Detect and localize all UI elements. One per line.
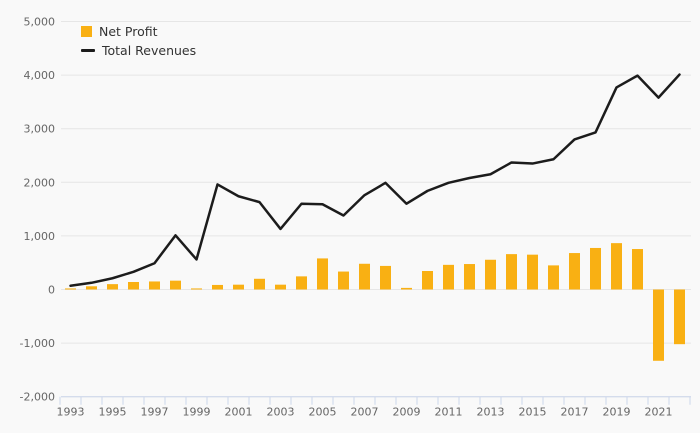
net-profit-bar[interactable] — [422, 271, 433, 290]
x-axis-labels: 1993 1995 1997 1999 2001 2003 2005 2007 2009 2011… — [57, 406, 673, 419]
x-axis-tick-label: 2005 — [309, 406, 337, 419]
net-profit-bar[interactable] — [653, 289, 664, 361]
x-axis-tick-label: 2009 — [393, 406, 421, 419]
y-axis-tick-label: 5,000 — [24, 16, 56, 29]
x-axis-tick-label: 1993 — [57, 406, 85, 419]
net-profit-bar[interactable] — [86, 286, 97, 290]
y-axis-tick-label: 4,000 — [24, 69, 56, 82]
net-profit-series — [65, 243, 685, 361]
total-revenues-line-icon — [81, 49, 95, 52]
x-axis-tick-label: 2001 — [225, 406, 253, 419]
net-profit-bar[interactable] — [191, 288, 202, 290]
x-axis-tick-label: 1999 — [183, 406, 211, 419]
net-profit-bar[interactable] — [464, 264, 475, 290]
y-axis-tick-label: 1,000 — [24, 230, 56, 243]
net-profit-bar[interactable] — [296, 276, 307, 290]
x-axis — [59, 396, 691, 405]
net-profit-bar[interactable] — [149, 281, 160, 290]
net-profit-bar[interactable] — [485, 259, 496, 290]
total-revenues-line[interactable] — [69, 73, 681, 287]
gridlines — [61, 21, 691, 398]
net-profit-bar[interactable] — [527, 254, 538, 290]
x-axis-tick-label: 1995 — [99, 406, 127, 419]
x-axis-tick-label: 2021 — [645, 406, 673, 419]
net-profit-bar[interactable] — [338, 271, 349, 290]
net-profit-bar[interactable] — [569, 253, 580, 290]
y-axis-tick-label: 0 — [48, 284, 55, 297]
net-profit-bar[interactable] — [275, 284, 286, 290]
net-profit-swatch-icon — [81, 26, 92, 37]
legend-item-net-profit[interactable]: Net Profit — [81, 24, 196, 39]
x-axis-tick-label: 2011 — [435, 406, 463, 419]
net-profit-bar[interactable] — [506, 254, 517, 290]
net-profit-bar[interactable] — [401, 287, 412, 290]
y-axis-tick-label: 3,000 — [24, 123, 56, 136]
net-profit-bar[interactable] — [674, 289, 685, 345]
net-profit-bar[interactable] — [212, 284, 223, 290]
net-profit-bar[interactable] — [107, 284, 118, 290]
net-profit-bar[interactable] — [128, 281, 139, 290]
x-axis-tick-label: 2019 — [603, 406, 631, 419]
net-profit-bar[interactable] — [611, 243, 622, 290]
net-profit-bar[interactable] — [233, 284, 244, 290]
net-profit-bar[interactable] — [359, 263, 370, 290]
net-profit-bar[interactable] — [590, 247, 601, 290]
net-profit-bar[interactable] — [380, 265, 391, 290]
net-profit-bar[interactable] — [254, 278, 265, 290]
net-profit-bar[interactable] — [65, 288, 76, 290]
y-axis-tick-label: 2,000 — [24, 176, 56, 189]
x-axis-tick-label: 1997 — [141, 406, 169, 419]
x-axis-tick-label: 2013 — [477, 406, 505, 419]
y-axis-tick-label: -1,000 — [20, 337, 55, 350]
legend-item-total-revenues[interactable]: Total Revenues — [81, 43, 196, 58]
x-axis-tick-label: 2017 — [561, 406, 589, 419]
legend-label-net-profit: Net Profit — [99, 24, 158, 39]
net-profit-bar[interactable] — [548, 265, 559, 290]
y-axis-labels: 5,000 4,000 3,000 2,000 1,000 0 -1,000 -2,000 — [20, 16, 55, 404]
net-profit-bar[interactable] — [170, 280, 181, 290]
net-profit-bar[interactable] — [317, 258, 328, 290]
net-profit-bar[interactable] — [443, 264, 454, 290]
legend: Net Profit Total Revenues — [81, 24, 196, 58]
y-axis-tick-label: -2,000 — [20, 391, 55, 404]
legend-label-total-revenues: Total Revenues — [102, 43, 197, 58]
x-axis-tick-label: 2007 — [351, 406, 379, 419]
x-axis-tick-label: 2015 — [519, 406, 547, 419]
x-axis-tick-label: 2003 — [267, 406, 295, 419]
net-profit-bar[interactable] — [632, 249, 643, 290]
